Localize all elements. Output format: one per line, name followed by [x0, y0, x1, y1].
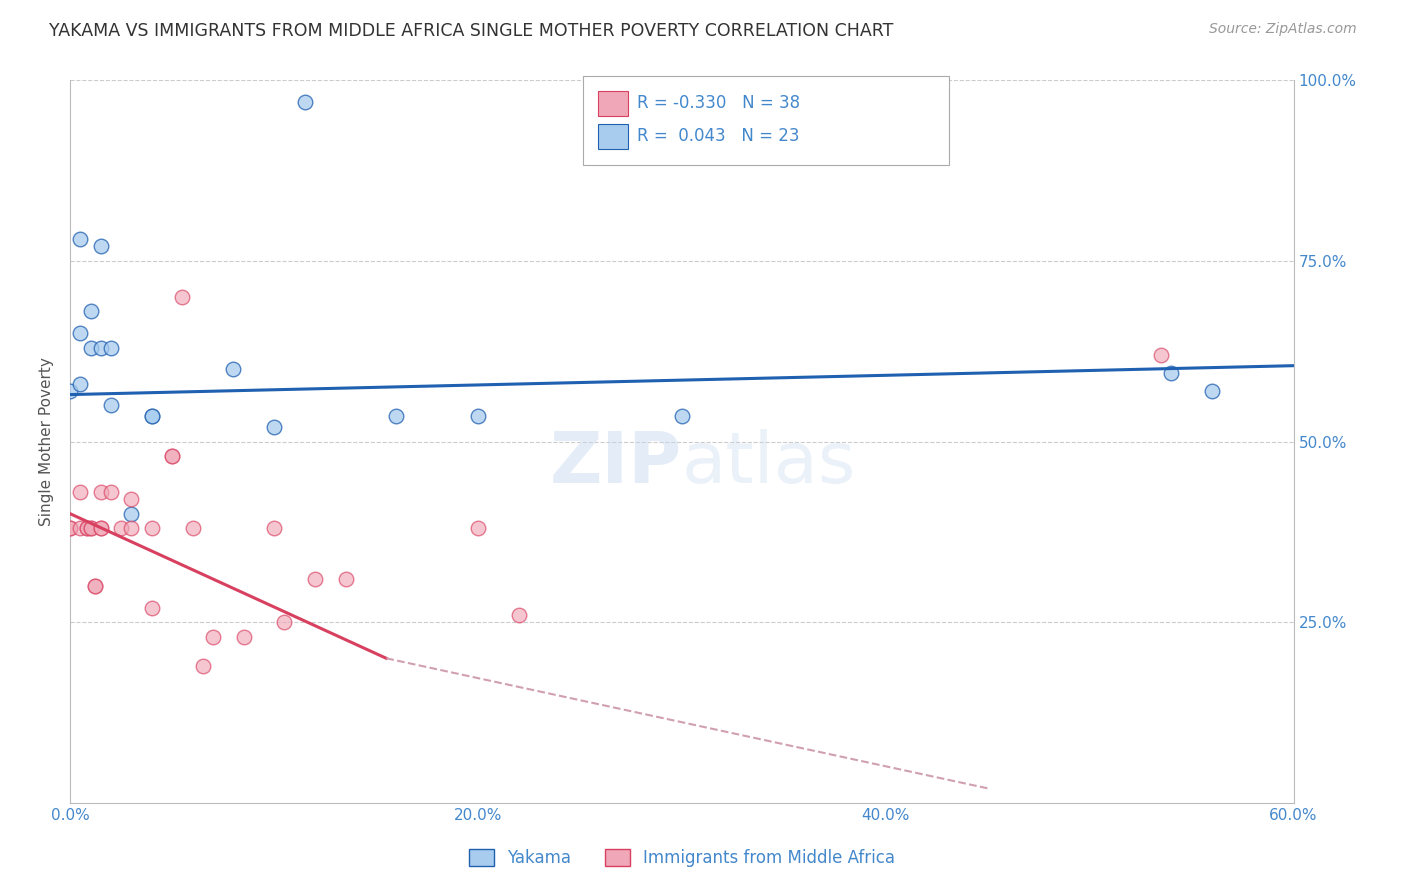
- Point: [59, 521, 82, 535]
- Point: [90, 341, 112, 355]
- Point: [335, 572, 357, 586]
- Point: [467, 521, 489, 535]
- Point: [162, 449, 183, 463]
- Text: Source: ZipAtlas.com: Source: ZipAtlas.com: [1209, 22, 1357, 37]
- Point: [121, 521, 143, 535]
- Point: [141, 409, 163, 424]
- Point: [59, 384, 82, 398]
- Point: [110, 521, 132, 535]
- Point: [508, 607, 530, 622]
- Point: [294, 95, 316, 109]
- Point: [141, 521, 163, 535]
- Point: [100, 398, 122, 412]
- Y-axis label: Single Mother Poverty: Single Mother Poverty: [39, 357, 55, 526]
- Point: [141, 409, 163, 424]
- Point: [90, 521, 112, 535]
- Point: [100, 485, 122, 500]
- Point: [90, 239, 112, 253]
- Point: [222, 362, 245, 376]
- Point: [121, 492, 143, 507]
- Point: [69, 232, 91, 246]
- Point: [76, 521, 98, 535]
- Point: [1201, 384, 1223, 398]
- Point: [162, 449, 183, 463]
- Point: [263, 420, 285, 434]
- Text: R = -0.330   N = 38: R = -0.330 N = 38: [637, 94, 800, 112]
- Point: [172, 290, 194, 304]
- Point: [671, 409, 693, 424]
- Point: [263, 521, 285, 535]
- Point: [90, 485, 112, 500]
- Point: [69, 521, 91, 535]
- Point: [191, 658, 214, 673]
- Point: [79, 304, 103, 318]
- Point: [69, 485, 91, 500]
- Point: [273, 615, 295, 630]
- Point: [79, 521, 103, 535]
- Point: [79, 341, 103, 355]
- Point: [59, 521, 82, 535]
- Point: [83, 579, 105, 593]
- Text: YAKAMA VS IMMIGRANTS FROM MIDDLE AFRICA SINGLE MOTHER POVERTY CORRELATION CHART: YAKAMA VS IMMIGRANTS FROM MIDDLE AFRICA …: [49, 22, 894, 40]
- Legend: Yakama, Immigrants from Middle Africa: Yakama, Immigrants from Middle Africa: [463, 842, 901, 874]
- Point: [90, 521, 112, 535]
- Point: [304, 572, 326, 586]
- Point: [467, 409, 489, 424]
- Point: [1160, 366, 1182, 380]
- Point: [76, 521, 98, 535]
- Point: [79, 521, 103, 535]
- Text: R =  0.043   N = 23: R = 0.043 N = 23: [637, 128, 800, 145]
- Point: [1150, 348, 1173, 362]
- Point: [83, 579, 105, 593]
- Text: atlas: atlas: [682, 429, 856, 498]
- Point: [141, 600, 163, 615]
- Point: [385, 409, 408, 424]
- Point: [121, 507, 143, 521]
- Point: [69, 326, 91, 340]
- Point: [181, 521, 204, 535]
- Point: [100, 341, 122, 355]
- Text: ZIP: ZIP: [550, 429, 682, 498]
- Point: [232, 630, 254, 644]
- Point: [69, 376, 91, 391]
- Point: [202, 630, 225, 644]
